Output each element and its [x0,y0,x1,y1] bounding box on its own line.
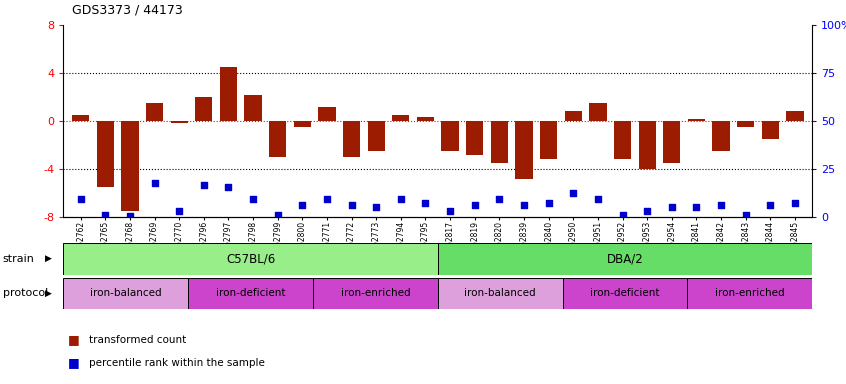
Point [689,204,703,210]
Bar [515,121,533,179]
Text: percentile rank within the sample: percentile rank within the sample [89,358,265,368]
Point [591,196,605,202]
Bar [244,94,261,121]
Point [542,200,556,206]
Point [246,196,260,202]
Bar [121,121,139,211]
Text: GDS3373 / 44173: GDS3373 / 44173 [72,4,183,17]
Bar [195,97,212,121]
Bar [663,121,680,163]
Bar [72,115,90,121]
Bar [146,103,163,121]
Bar [96,121,114,187]
Text: strain: strain [3,254,35,264]
Point [124,213,137,219]
Text: ■: ■ [68,333,80,346]
Bar [294,121,311,127]
Point [665,204,678,210]
Point [320,196,333,202]
Text: protocol: protocol [3,288,47,298]
Bar [417,118,434,121]
Point [419,200,432,206]
Text: ▶: ▶ [45,254,52,263]
Point [739,212,752,218]
Point [345,202,359,208]
Text: iron-balanced: iron-balanced [90,288,162,298]
Bar [540,121,558,159]
Point [567,190,580,196]
Point [517,202,530,208]
Bar [687,278,812,309]
Bar [437,243,812,275]
Bar [590,103,607,121]
Text: iron-deficient: iron-deficient [591,288,660,298]
Bar [220,67,237,121]
Bar [761,121,779,139]
Text: iron-enriched: iron-enriched [341,288,410,298]
Point [394,196,408,202]
Point [222,184,235,190]
Point [640,208,654,214]
Bar [466,121,483,155]
Text: C57BL/6: C57BL/6 [226,252,275,265]
Bar [688,119,705,121]
Point [492,196,506,202]
Point [173,208,186,214]
Bar [368,121,385,151]
Bar [564,111,582,121]
Text: iron-enriched: iron-enriched [715,288,784,298]
Bar [614,121,631,159]
Bar [437,278,563,309]
Bar [188,278,313,309]
Text: DBA/2: DBA/2 [607,252,643,265]
Point [197,182,211,188]
Point [616,212,629,218]
Bar [171,121,188,123]
Text: iron-balanced: iron-balanced [464,288,536,298]
Point [764,202,777,208]
Point [714,202,728,208]
Bar [491,121,508,163]
Bar [318,107,336,121]
Bar [313,278,437,309]
Text: ▶: ▶ [45,289,52,298]
Point [74,196,87,202]
Bar [639,121,656,169]
Bar [63,243,437,275]
Bar [442,121,459,151]
Point [468,202,481,208]
Point [148,180,162,187]
Bar [343,121,360,157]
Bar [269,121,286,157]
Bar [737,121,755,127]
Point [98,212,112,218]
Bar [63,278,188,309]
Bar [393,115,409,121]
Text: ■: ■ [68,356,80,369]
Bar [712,121,729,151]
Point [443,208,457,214]
Bar [786,111,804,121]
Text: transformed count: transformed count [89,335,186,345]
Bar [563,278,687,309]
Point [271,212,284,218]
Text: iron-deficient: iron-deficient [216,288,285,298]
Point [788,200,802,206]
Point [295,202,309,208]
Point [370,204,383,210]
